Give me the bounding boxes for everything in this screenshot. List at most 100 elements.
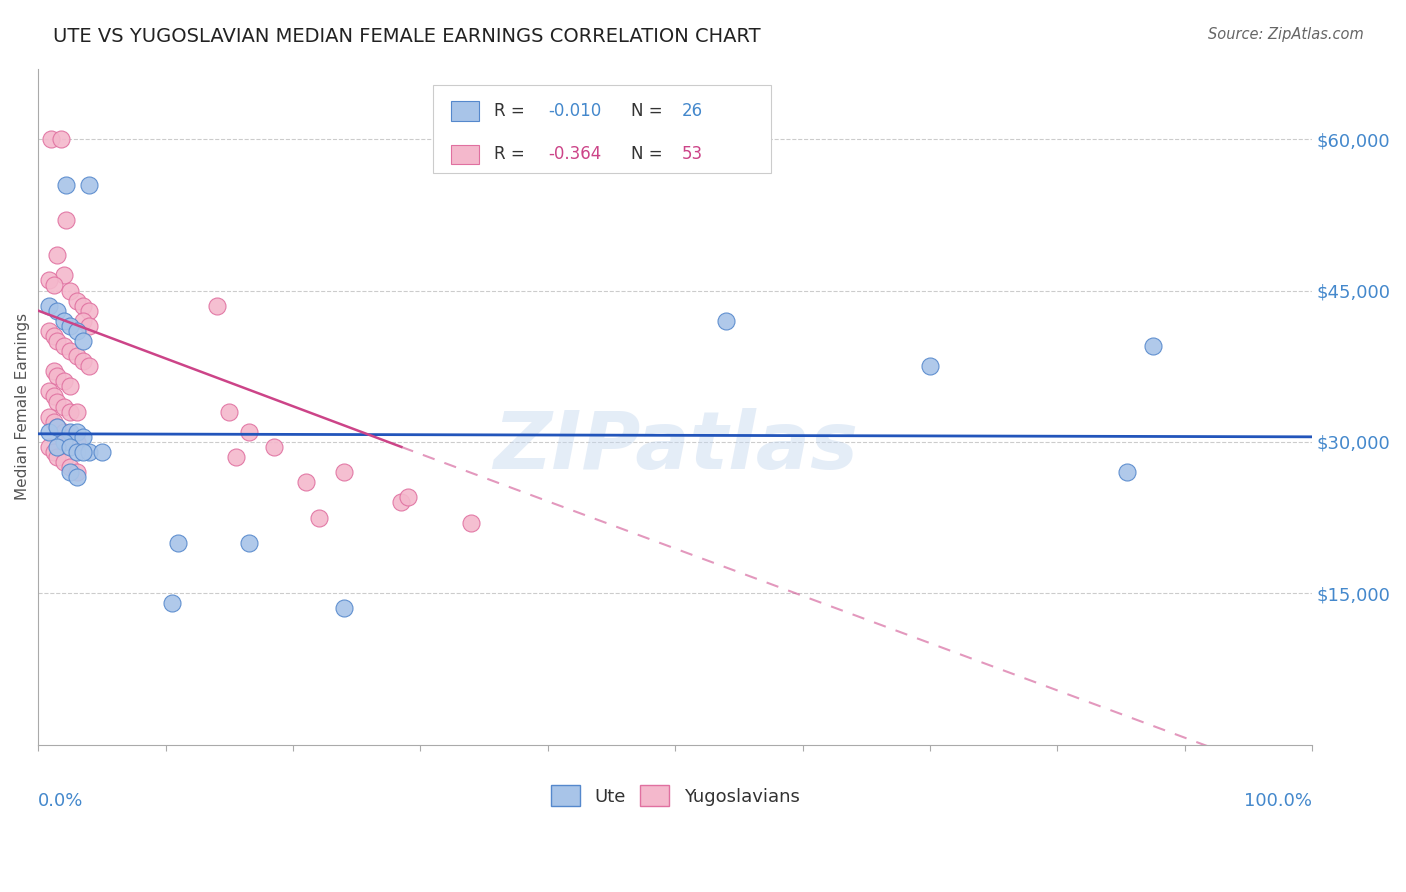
Point xyxy=(46,303,69,318)
Point xyxy=(52,434,75,449)
Point xyxy=(65,465,87,479)
Point xyxy=(1142,339,1164,353)
Text: R =: R = xyxy=(495,145,530,163)
Point xyxy=(65,404,87,418)
Point xyxy=(59,425,82,439)
Point xyxy=(42,389,65,403)
Point xyxy=(38,384,60,399)
Text: 53: 53 xyxy=(682,145,703,163)
Point xyxy=(52,268,75,283)
Point xyxy=(42,415,65,429)
Point xyxy=(65,293,87,308)
Point xyxy=(59,440,82,454)
Point xyxy=(46,248,69,262)
FancyBboxPatch shape xyxy=(451,145,479,164)
Point xyxy=(52,455,75,469)
Point xyxy=(167,536,190,550)
Point xyxy=(65,470,87,484)
Text: N =: N = xyxy=(631,145,668,163)
Point xyxy=(46,419,69,434)
Text: Source: ZipAtlas.com: Source: ZipAtlas.com xyxy=(1208,27,1364,42)
FancyBboxPatch shape xyxy=(451,102,479,120)
Point xyxy=(46,450,69,464)
Point xyxy=(46,419,69,434)
Point xyxy=(38,299,60,313)
Point xyxy=(42,445,65,459)
Point xyxy=(52,375,75,389)
Text: R =: R = xyxy=(495,102,530,120)
Point xyxy=(59,460,82,475)
Point xyxy=(72,299,94,313)
Point xyxy=(46,369,69,384)
Point xyxy=(59,318,82,333)
Point xyxy=(160,596,183,610)
Point xyxy=(918,359,941,374)
Point xyxy=(59,465,82,479)
Point xyxy=(52,314,75,328)
Point xyxy=(225,450,247,464)
Text: 26: 26 xyxy=(682,102,703,120)
Point xyxy=(51,132,73,146)
Point xyxy=(59,404,82,418)
Point xyxy=(1116,465,1139,479)
Point xyxy=(460,516,482,530)
Point xyxy=(389,495,412,509)
Point xyxy=(59,430,82,444)
Point xyxy=(79,178,101,192)
Point xyxy=(39,132,62,146)
Point xyxy=(65,324,87,338)
Point xyxy=(65,445,87,459)
Point xyxy=(396,491,419,505)
Point xyxy=(38,324,60,338)
Point xyxy=(42,364,65,378)
Text: 100.0%: 100.0% xyxy=(1244,792,1312,810)
Point xyxy=(205,299,228,313)
Point xyxy=(65,434,87,449)
Point xyxy=(714,314,737,328)
Point xyxy=(218,404,240,418)
Text: 0.0%: 0.0% xyxy=(38,792,84,810)
Point xyxy=(72,314,94,328)
Point xyxy=(38,425,60,439)
Text: -0.364: -0.364 xyxy=(548,145,602,163)
Point xyxy=(79,303,101,318)
Point xyxy=(72,430,94,444)
Point xyxy=(79,359,101,374)
Point xyxy=(72,354,94,368)
Point xyxy=(65,349,87,363)
Text: -0.010: -0.010 xyxy=(548,102,602,120)
Point xyxy=(59,284,82,298)
Point xyxy=(52,339,75,353)
Point xyxy=(238,425,260,439)
Point xyxy=(79,318,101,333)
Point xyxy=(52,400,75,414)
Point xyxy=(38,440,60,454)
Point xyxy=(42,278,65,293)
Text: N =: N = xyxy=(631,102,668,120)
Point xyxy=(333,465,356,479)
Point xyxy=(55,213,77,227)
Point xyxy=(38,273,60,287)
Point xyxy=(72,334,94,348)
Point xyxy=(65,425,87,439)
Point xyxy=(333,601,356,615)
Point xyxy=(52,425,75,439)
Point xyxy=(263,440,285,454)
Point xyxy=(79,445,101,459)
Point xyxy=(72,445,94,459)
Y-axis label: Median Female Earnings: Median Female Earnings xyxy=(15,313,30,500)
Point xyxy=(308,510,330,524)
Text: UTE VS YUGOSLAVIAN MEDIAN FEMALE EARNINGS CORRELATION CHART: UTE VS YUGOSLAVIAN MEDIAN FEMALE EARNING… xyxy=(53,27,761,45)
Point xyxy=(59,344,82,359)
FancyBboxPatch shape xyxy=(433,86,770,173)
Point xyxy=(238,536,260,550)
Point xyxy=(55,178,77,192)
Point xyxy=(46,394,69,409)
Point xyxy=(46,440,69,454)
Point xyxy=(42,329,65,343)
Legend: Ute, Yugoslavians: Ute, Yugoslavians xyxy=(544,778,807,814)
Point xyxy=(91,445,114,459)
Point xyxy=(38,409,60,424)
Point xyxy=(59,379,82,393)
Point xyxy=(295,475,318,490)
